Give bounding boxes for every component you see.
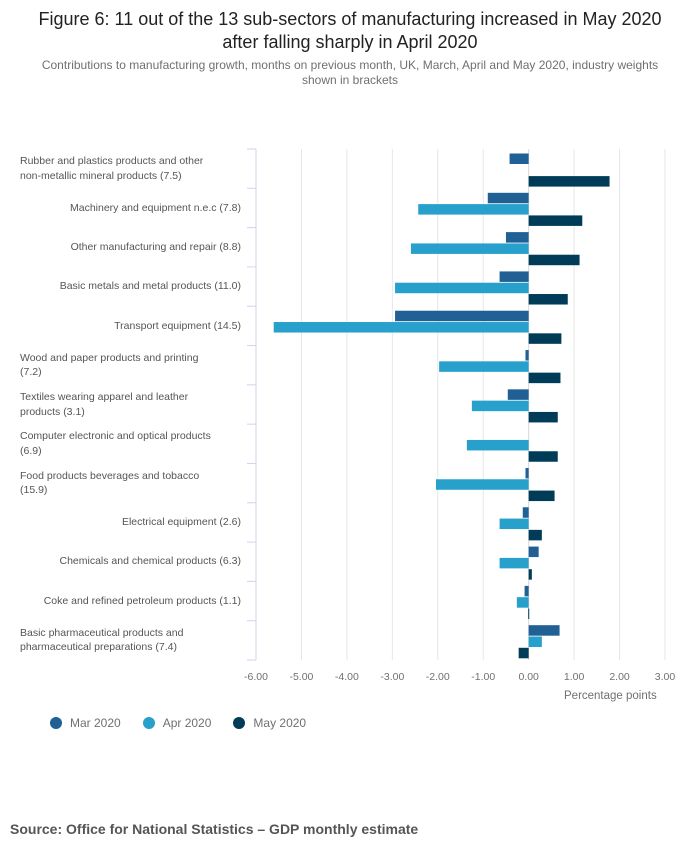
x-tick-label: 1.00 bbox=[564, 671, 585, 683]
bar-apr-2020[interactable] bbox=[273, 322, 529, 333]
bar-may-2020[interactable] bbox=[518, 647, 529, 659]
category-label-line: Transport equipment (14.5) bbox=[114, 319, 241, 332]
bar-mar-2020[interactable] bbox=[507, 389, 529, 400]
category-label: Textiles wearing apparel and leather prod… bbox=[20, 390, 250, 419]
bar-mar-2020[interactable] bbox=[505, 232, 529, 243]
category-label: Chemicals and chemical products (6.3) bbox=[60, 554, 242, 569]
category-label: Computer electronic and optical products… bbox=[20, 429, 250, 458]
bar-may-2020[interactable] bbox=[528, 176, 610, 187]
x-tick-label: 3.00 bbox=[655, 671, 676, 683]
bar-mar-2020[interactable] bbox=[528, 546, 539, 558]
legend-item-mar[interactable]: Mar 2020 bbox=[50, 716, 121, 730]
category-label-line: (15.9) bbox=[20, 484, 48, 497]
source-note: Source: Office for National Statistics –… bbox=[10, 821, 419, 837]
category-label-line: Basic metals and metal products (11.0) bbox=[59, 280, 241, 293]
bar-mar-2020[interactable] bbox=[509, 153, 529, 165]
legend-item-may[interactable]: May 2020 bbox=[233, 716, 306, 730]
legend: Mar 2020 Apr 2020 May 2020 bbox=[50, 716, 328, 730]
bar-apr-2020[interactable] bbox=[499, 557, 529, 569]
bar-may-2020[interactable] bbox=[528, 254, 580, 266]
category-label: Other manufacturing and repair (8.8) bbox=[71, 240, 241, 255]
legend-marker bbox=[50, 717, 62, 729]
category-label-line: Electrical equipment (2.6) bbox=[121, 516, 241, 529]
category-label-line: Rubber and plastics products and other bbox=[20, 155, 204, 168]
bar-may-2020[interactable] bbox=[528, 490, 555, 502]
bar-apr-2020[interactable] bbox=[466, 439, 529, 451]
bar-may-2020[interactable] bbox=[528, 333, 562, 344]
category-label-line: (7.2) bbox=[20, 366, 42, 379]
category-label-line: Computer electronic and optical products bbox=[20, 430, 211, 443]
legend-marker bbox=[233, 717, 246, 729]
bar-apr-2020[interactable] bbox=[528, 636, 542, 647]
category-label: Machinery and equipment n.e.c (7.8) bbox=[70, 201, 241, 216]
bar-may-2020[interactable] bbox=[528, 372, 561, 384]
chart-subtitle: Contributions to manufacturing growth, m… bbox=[41, 58, 659, 87]
category-label-line: Textiles wearing apparel and leather bbox=[20, 391, 189, 403]
category-label-line: non-metallic mineral products (7.5) bbox=[20, 169, 182, 182]
legend-label: Apr 2020 bbox=[162, 716, 212, 730]
category-label-line: pharmaceutical preparations (7.4) bbox=[20, 641, 177, 654]
bar-apr-2020[interactable] bbox=[395, 282, 529, 294]
bar-may-2020[interactable] bbox=[528, 451, 558, 462]
category-label: Food products beverages and tobacco (15.9… bbox=[20, 469, 250, 498]
bar-mar-2020[interactable] bbox=[524, 585, 529, 597]
bar-apr-2020[interactable] bbox=[471, 400, 529, 412]
bar-apr-2020[interactable] bbox=[435, 479, 529, 490]
x-tick-label: 0.00 bbox=[518, 671, 539, 683]
x-tick-labels: -6.00 -5.00 -4.00 -3.00 -2.00 -1.00 0.00 1.00 2.… bbox=[244, 671, 675, 683]
category-label-line: Other manufacturing and repair (8.8) bbox=[70, 241, 241, 254]
category-label: Transport equipment (14.5) bbox=[114, 319, 241, 334]
bar-mar-2020[interactable] bbox=[525, 350, 529, 361]
category-label-line: Machinery and equipment n.e.c (7.8) bbox=[69, 201, 241, 214]
category-label: Basic metals and metal products (11.0) bbox=[60, 279, 241, 294]
bar-mar-2020[interactable] bbox=[528, 625, 560, 636]
bar-mar-2020[interactable] bbox=[525, 467, 529, 479]
x-tick-label: -1.00 bbox=[471, 671, 495, 683]
bar-apr-2020[interactable] bbox=[499, 518, 529, 530]
category-label: Electrical equipment (2.6) bbox=[122, 515, 241, 530]
category-label-line: Food products beverages and tobacco bbox=[20, 469, 200, 482]
bar-mar-2020[interactable] bbox=[499, 271, 529, 282]
category-label-line: Basic pharmaceutical products and bbox=[20, 626, 184, 639]
bar-apr-2020[interactable] bbox=[439, 361, 529, 372]
bar-may-2020[interactable] bbox=[528, 569, 532, 580]
category-label: Coke and refined petroleum products (1.1… bbox=[44, 594, 241, 609]
bar-apr-2020[interactable] bbox=[418, 204, 529, 215]
bar-may-2020[interactable] bbox=[528, 529, 542, 541]
category-label: Rubber and plastics products and other no… bbox=[20, 154, 250, 183]
bar-apr-2020[interactable] bbox=[516, 597, 529, 608]
bar-may-2020[interactable] bbox=[528, 608, 530, 619]
category-label-line: Coke and refined petroleum products (1.1… bbox=[43, 594, 241, 607]
chart-title: Figure 6: 11 out of the 13 sub-sectors o… bbox=[38, 9, 662, 52]
category-label: Wood and paper products and printing (7.2… bbox=[20, 351, 250, 380]
x-tick-label: -2.00 bbox=[426, 671, 450, 683]
bar-mar-2020[interactable] bbox=[487, 192, 529, 204]
x-tick-label: -6.00 bbox=[244, 671, 268, 683]
legend-item-apr[interactable]: Apr 2020 bbox=[142, 716, 212, 730]
y-axis bbox=[247, 148, 257, 661]
x-tick-label: -3.00 bbox=[380, 671, 404, 683]
category-label-line: products (3.1) bbox=[20, 405, 85, 418]
gridlines bbox=[255, 149, 666, 660]
bar-may-2020[interactable] bbox=[528, 411, 558, 423]
bar-mar-2020[interactable] bbox=[522, 507, 529, 518]
x-tick-label: 2.00 bbox=[609, 671, 630, 683]
category-label: Basic pharmaceutical products and pharmac… bbox=[20, 626, 250, 655]
x-tick-label: -5.00 bbox=[289, 671, 313, 683]
bars bbox=[273, 153, 610, 659]
bar-mar-2020[interactable] bbox=[395, 310, 529, 322]
x-tick-label: -4.00 bbox=[335, 671, 359, 683]
legend-label: Mar 2020 bbox=[70, 716, 121, 730]
bar-may-2020[interactable] bbox=[528, 215, 583, 226]
category-label-line: (6.9) bbox=[20, 444, 42, 457]
category-label-line: Chemicals and chemical products (6.3) bbox=[59, 555, 242, 568]
legend-marker bbox=[142, 717, 155, 729]
x-axis-label: Percentage points bbox=[564, 690, 657, 702]
category-label-line: Wood and paper products and printing bbox=[20, 351, 199, 364]
bar-may-2020[interactable] bbox=[528, 294, 568, 305]
bar-apr-2020[interactable] bbox=[410, 243, 529, 254]
bar-chart: -6.00 -5.00 -4.00 -3.00 -2.00 -1.00 0.00 1.00 2.… bbox=[244, 148, 675, 683]
legend-label: May 2020 bbox=[253, 716, 307, 730]
